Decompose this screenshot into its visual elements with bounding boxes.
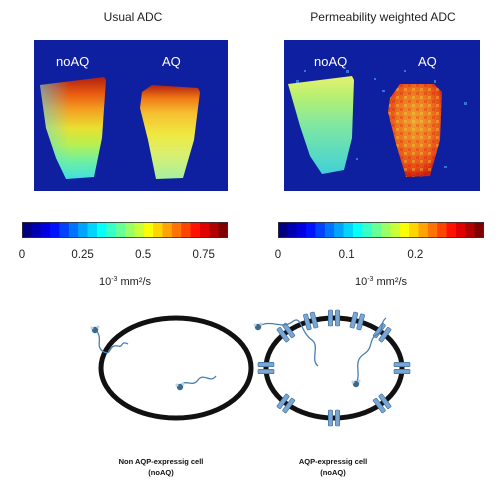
colorbar-segment: [409, 222, 420, 238]
aq-tissue-region: [140, 85, 200, 179]
non-aqp-cell-caption: Non AQP-expressig cell (noAQ): [118, 457, 204, 477]
permeability-adc-unit: 10-3 mm²/s: [354, 276, 408, 288]
colorbar-segment: [437, 222, 448, 238]
colorbar-segment: [125, 222, 135, 238]
colorbar-segment: [199, 222, 210, 238]
aquaporin-channel: [276, 393, 296, 414]
aquaporin-channel: [303, 311, 319, 331]
colorbar-segment: [59, 222, 70, 238]
colorbar-tick-label: 0.25: [71, 249, 94, 261]
aqp-cell-membrane: [263, 315, 405, 421]
colorbar-segment: [390, 222, 401, 238]
colorbar-segment: [287, 222, 298, 238]
colorbar-segment: [371, 222, 382, 238]
colorbar-segment: [427, 222, 438, 238]
aquaporin-channels: [257, 309, 411, 427]
colorbar-segment: [209, 222, 220, 238]
aquaporin-channel: [276, 322, 296, 343]
perm-noaq-label: noAQ: [314, 54, 347, 69]
colorbar-segment: [78, 222, 89, 238]
colorbar-segment: [115, 222, 126, 238]
colorbar-segment: [106, 222, 117, 238]
colorbar-segment: [134, 222, 145, 238]
usual-aq-label: AQ: [162, 54, 181, 69]
colorbar-segment: [296, 222, 307, 238]
colorbar-tick-label: 0.1: [338, 249, 355, 261]
aquaporin-channel: [327, 409, 340, 427]
colorbar-segment: [162, 222, 173, 238]
colorbar-tick-label: 0.2: [407, 249, 424, 261]
aquaporin-channel: [349, 311, 365, 331]
permeability-adc-colorbar: [278, 222, 484, 238]
usual-adc-colorbar: [22, 222, 228, 238]
colorbar-segment: [399, 222, 410, 238]
colorbar-segment: [278, 222, 288, 238]
colorbar-segment: [50, 222, 61, 238]
colorbar-segment: [171, 222, 182, 238]
colorbar-segment: [306, 222, 317, 238]
non-aqp-cell-membrane: [98, 315, 254, 421]
usual-adc-title: Usual ADC: [103, 10, 163, 24]
colorbar-segment: [474, 222, 484, 238]
water-molecule-icon: [175, 375, 217, 391]
colorbar-segment: [31, 222, 42, 238]
colorbar-segment: [181, 222, 192, 238]
perm-noaq-tissue-region: [288, 76, 354, 174]
usual-noaq-label: noAQ: [56, 54, 89, 69]
colorbar-segment: [315, 222, 326, 238]
colorbar-segment: [324, 222, 335, 238]
permeability-adc-title: Permeability weighted ADC: [310, 10, 456, 24]
colorbar-tick-label: 0.75: [192, 249, 215, 261]
water-molecule-icon: [90, 325, 129, 354]
usual-adc-unit: 10-3 mm²/s: [98, 276, 152, 288]
aquaporin-channel: [393, 362, 411, 375]
aquaporin-channel: [328, 309, 341, 327]
colorbar-tick-label: 0: [18, 249, 26, 261]
colorbar-segment: [465, 222, 476, 238]
colorbar-segment: [334, 222, 345, 238]
colorbar-segment: [418, 222, 429, 238]
aquaporin-channel: [257, 361, 275, 374]
cell-schematic: [90, 309, 411, 427]
perm-aq-label: AQ: [418, 54, 437, 69]
usual-adc-map: noAQ AQ: [34, 40, 228, 191]
aqp-cell-caption: AQP-expressig cell (noAQ): [298, 457, 368, 477]
colorbar-segment: [352, 222, 363, 238]
colorbar-tick-label: 0: [274, 249, 282, 261]
colorbar-segment: [22, 222, 32, 238]
colorbar-segment: [381, 222, 391, 238]
colorbar-segment: [153, 222, 164, 238]
colorbar-segment: [446, 222, 457, 238]
colorbar-segment: [68, 222, 79, 238]
water-molecule-icon: [253, 319, 319, 367]
colorbar-segment: [190, 222, 201, 238]
colorbar-segment: [40, 222, 51, 238]
colorbar-segment: [362, 222, 373, 238]
colorbar-tick-label: 0.5: [135, 249, 152, 261]
colorbar-segment: [143, 222, 154, 238]
aquaporin-channel: [372, 393, 392, 414]
colorbar-segment: [218, 222, 228, 238]
water-molecule-icon: [351, 317, 387, 388]
permeability-adc-map: noAQ AQ: [284, 40, 480, 191]
colorbar-segment: [87, 222, 98, 238]
colorbar-segment: [96, 222, 107, 238]
colorbar-segment: [343, 222, 354, 238]
colorbar-segment: [455, 222, 466, 238]
